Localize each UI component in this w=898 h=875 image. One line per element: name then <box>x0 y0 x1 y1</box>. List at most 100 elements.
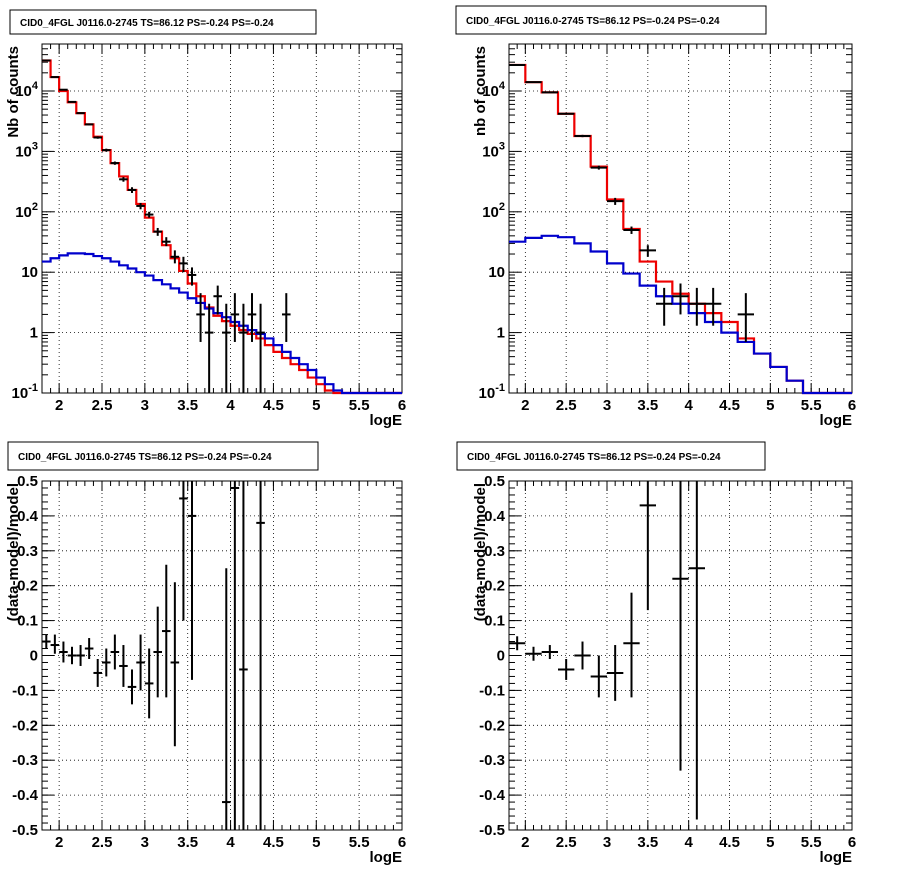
x-tick-label: 2 <box>55 834 63 851</box>
x-tick-label: 2 <box>521 397 529 414</box>
data-point <box>672 481 689 771</box>
data-point <box>196 293 205 342</box>
x-tick-label: 3.5 <box>637 397 658 414</box>
x-tick-label: 5.5 <box>801 834 822 851</box>
data-point <box>84 123 94 126</box>
title-box <box>455 5 767 35</box>
data-point <box>144 648 154 719</box>
y-tick-label: 0.2 <box>484 578 505 595</box>
x-tick-label: 6 <box>848 834 856 851</box>
y-tick-label: 0.4 <box>484 508 506 525</box>
data-point <box>102 648 111 677</box>
x-tick-label: 6 <box>398 834 406 851</box>
data-point <box>213 285 222 315</box>
total-model-line <box>42 59 402 395</box>
x-tick-label: 5.5 <box>349 397 370 414</box>
data-point <box>623 592 640 698</box>
data-point <box>170 582 180 747</box>
y-tick-label: -0.4 <box>479 787 506 804</box>
data-point <box>558 112 575 115</box>
data-point <box>222 568 231 830</box>
y-tick-exponent: 2 <box>499 201 505 213</box>
data-point <box>67 100 77 103</box>
x-tick-label: 5 <box>312 397 320 414</box>
data-point <box>239 481 248 830</box>
y-tick-label: 0.1 <box>484 613 505 630</box>
data-point <box>179 256 188 273</box>
y-tick-label: -0.3 <box>479 752 505 769</box>
y-tick-label: 10 <box>488 264 505 281</box>
data-point <box>230 293 240 342</box>
x-tick-label: 4 <box>684 834 693 851</box>
y-tick-label: -0.5 <box>12 822 38 839</box>
x-tick-label: 4.5 <box>719 834 740 851</box>
chart-panel-4: CID0_4FGL J0116.0-2745 TS=86.12 PS=-0.24… <box>456 441 856 866</box>
data-point <box>574 134 591 138</box>
x-tick-label: 2 <box>521 834 529 851</box>
x-axis-label: logE <box>820 412 853 429</box>
chart-panel-2: CID0_4FGL J0116.0-2745 TS=86.12 PS=-0.24… <box>455 5 856 429</box>
y-tick-label: 102 <box>15 201 38 221</box>
data-point <box>688 287 705 326</box>
y-tick-exponent: -1 <box>28 382 38 394</box>
data-point <box>162 237 171 247</box>
chart-panel-1: CID0_4FGL J0116.0-2745 TS=86.12 PS=-0.24… <box>5 9 406 429</box>
chart-title: CID0_4FGL J0116.0-2745 TS=86.12 PS=-0.24… <box>20 18 274 29</box>
x-tick-label: 3.5 <box>637 834 658 851</box>
data-point <box>153 606 162 698</box>
data-point <box>656 287 673 326</box>
title-box <box>7 441 319 471</box>
data-point <box>76 645 85 666</box>
data-point <box>84 638 94 659</box>
x-tick-label: 5.5 <box>349 834 370 851</box>
y-tick-label: -0.2 <box>12 717 38 734</box>
data-point <box>42 634 51 649</box>
y-tick-exponent: 3 <box>32 140 38 152</box>
background-model-line <box>42 252 402 395</box>
y-tick-label: 10 <box>21 264 38 281</box>
data-point <box>607 645 624 701</box>
y-axis-label: nb of counts <box>472 46 489 136</box>
data-point <box>187 267 197 286</box>
data-point <box>247 293 257 342</box>
data-point <box>144 211 154 218</box>
data-point <box>153 227 162 236</box>
x-tick-label: 4 <box>226 397 235 414</box>
y-tick-label: 10-1 <box>479 382 505 402</box>
data-point <box>136 202 145 210</box>
x-tick-label: 4 <box>684 397 693 414</box>
data-point <box>67 646 77 665</box>
x-tick-label: 3 <box>141 834 149 851</box>
x-tick-label: 3.5 <box>177 834 198 851</box>
data-point <box>222 303 231 393</box>
background-model-line <box>509 234 852 395</box>
data-point <box>558 658 575 680</box>
data-point <box>110 161 120 165</box>
data-point <box>525 646 542 661</box>
y-tick-label: 103 <box>15 140 38 160</box>
y-tick-label: -0.1 <box>479 682 505 699</box>
y-tick-label: 0.5 <box>17 473 38 490</box>
x-tick-label: 2 <box>55 397 63 414</box>
data-point <box>179 481 188 621</box>
data-point <box>282 293 291 342</box>
x-tick-label: 4.5 <box>263 397 284 414</box>
data-point <box>42 59 51 62</box>
chart-title: CID0_4FGL J0116.0-2745 TS=86.12 PS=-0.24… <box>466 16 720 27</box>
data-point <box>688 481 705 820</box>
y-tick-exponent: -1 <box>495 382 505 394</box>
data-point <box>59 641 68 663</box>
x-tick-label: 3 <box>141 397 149 414</box>
x-tick-label: 5 <box>766 834 774 851</box>
data-point <box>127 669 137 705</box>
y-tick-label: -0.3 <box>12 752 38 769</box>
data-point <box>119 645 128 687</box>
data-point <box>541 645 558 659</box>
x-tick-label: 5 <box>766 397 774 414</box>
data-point <box>590 165 607 170</box>
data-point <box>590 655 607 698</box>
x-tick-label: 2.5 <box>92 397 113 414</box>
y-tick-label: 0.3 <box>484 543 505 560</box>
x-axis-label: logE <box>370 412 403 429</box>
